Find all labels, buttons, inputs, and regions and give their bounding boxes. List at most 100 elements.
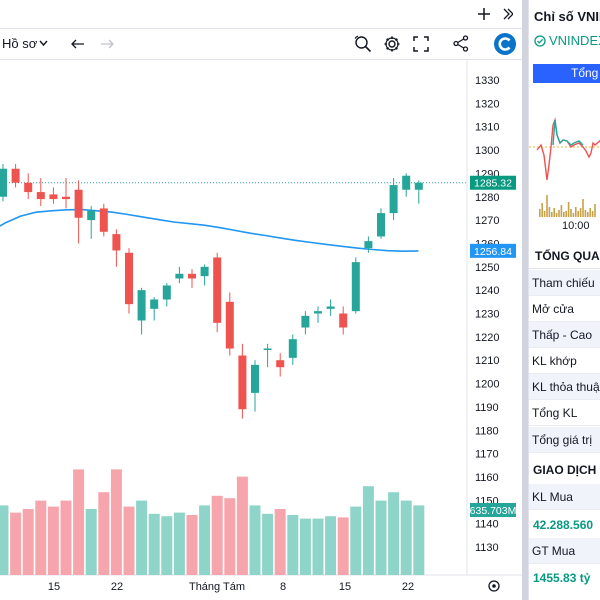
volume-bar — [262, 513, 274, 575]
candle-body[interactable] — [200, 266, 209, 277]
candle-body[interactable] — [402, 175, 411, 190]
volume-bar — [85, 509, 97, 575]
candle-body[interactable] — [326, 306, 335, 309]
candle-body[interactable] — [49, 194, 58, 200]
candle-body[interactable] — [238, 355, 247, 410]
gear-icon[interactable] — [383, 35, 401, 53]
candle-body[interactable] — [0, 168, 7, 197]
volume-bar — [148, 513, 160, 575]
chevron-right-icon[interactable] — [503, 8, 513, 20]
candle-body[interactable] — [225, 301, 234, 349]
zoom-icon[interactable] — [354, 35, 372, 53]
axis-settings-icon[interactable] — [488, 580, 500, 592]
candle-body[interactable] — [251, 364, 259, 393]
overview-row-label: Mở cửa — [529, 296, 600, 322]
index-selector[interactable]: VNINDEX — [534, 33, 600, 48]
candle-body[interactable] — [74, 189, 83, 218]
volume-bar — [287, 515, 299, 575]
candle-body[interactable] — [125, 252, 133, 305]
x-tick-label: 15 — [339, 581, 351, 593]
volume-bar — [136, 500, 148, 575]
candle-body[interactable] — [288, 339, 297, 358]
mini-volume-bar — [553, 208, 555, 217]
candle-body[interactable] — [99, 208, 108, 232]
profile-menu-label: Hồ sơ — [2, 36, 38, 51]
intraday-line-up — [552, 119, 584, 146]
mini-volume-bar — [582, 199, 584, 217]
mini-volume-bar — [572, 213, 575, 217]
x-tick-label: 22 — [111, 581, 123, 593]
candle-body[interactable] — [301, 315, 310, 328]
candle-body[interactable] — [389, 185, 398, 214]
y-tick-label: 1200 — [475, 379, 499, 391]
brand-logo[interactable] — [494, 33, 516, 55]
y-tick-label: 1170 — [475, 449, 499, 461]
mini-volume-bar — [594, 204, 596, 217]
candle-body[interactable] — [213, 257, 222, 323]
candle-body[interactable] — [263, 348, 272, 351]
ma-value-tag-bg — [470, 243, 516, 258]
check-circle-icon — [534, 34, 546, 47]
mini-volume-bar — [577, 211, 579, 217]
candle-body[interactable] — [351, 262, 360, 312]
candle-body[interactable] — [112, 234, 121, 251]
mini-volume-bar — [563, 212, 565, 217]
candle-body[interactable] — [36, 192, 45, 200]
volume-bar — [274, 509, 286, 575]
candle-body[interactable] — [364, 241, 373, 249]
mini-time-label: 10:00 — [562, 220, 590, 230]
volume-bar — [22, 509, 34, 575]
mini-volume-bar — [546, 195, 548, 217]
y-tick-label: 1140 — [475, 519, 499, 531]
overview-row-label: Tổng KL — [529, 400, 600, 426]
candle-body[interactable] — [62, 196, 70, 200]
y-tick-label: 1130 — [475, 542, 499, 554]
y-tick-label: 1320 — [475, 98, 499, 110]
axis-settings-icon-center — [492, 584, 496, 588]
panel-divider[interactable] — [522, 0, 528, 600]
candle-body[interactable] — [24, 182, 33, 193]
tab-total[interactable]: Tổng — [533, 64, 600, 83]
candle-body[interactable] — [414, 182, 423, 190]
overview-row-label: Thấp - Cao — [529, 322, 600, 348]
price-chart[interactable]: 1330132013101300129012801270126012501240… — [0, 60, 522, 600]
candle-body[interactable] — [87, 210, 96, 221]
candle-body[interactable] — [339, 313, 348, 328]
candle-body[interactable] — [314, 311, 322, 314]
fullscreen-icon[interactable] — [413, 36, 429, 52]
undo-icon[interactable] — [71, 38, 85, 50]
candle-body[interactable] — [377, 213, 385, 237]
gt-mua-label: GT Mua — [529, 538, 600, 564]
volume-bar — [400, 500, 412, 575]
overview-row-label: Tổng giá trị — [529, 427, 600, 453]
intraday-mini-chart: 10:00 — [529, 117, 600, 230]
volume-bar — [47, 506, 59, 575]
candle-body[interactable] — [150, 299, 159, 309]
last-price-tag: 1285.32 — [474, 178, 512, 190]
index-info-panel: Chỉ số VNINDEX VNINDEX Tổng 10:00 TỔNG Q… — [528, 0, 600, 600]
x-tick-label: 22 — [402, 581, 414, 593]
candle-body[interactable] — [162, 285, 171, 300]
mini-volume-bar — [587, 212, 589, 217]
y-tick-label: 1270 — [475, 215, 499, 227]
candle-body[interactable] — [11, 168, 20, 183]
candle-body[interactable] — [276, 360, 285, 368]
mini-volume-bar — [558, 210, 560, 217]
candle-body[interactable] — [175, 273, 184, 279]
last-price-tag-bg — [470, 175, 516, 190]
volume-bar — [325, 516, 337, 575]
volume-bar — [312, 518, 324, 575]
volume-bar — [186, 515, 198, 575]
mini-volume-bar — [575, 207, 577, 217]
chevron-down-icon[interactable] — [39, 40, 48, 47]
mini-volume-bar — [589, 208, 591, 217]
plus-icon[interactable] — [478, 8, 490, 20]
volume-bar — [337, 517, 349, 575]
volume-bar — [224, 498, 236, 575]
y-tick-label: 1210 — [475, 355, 499, 367]
redo-icon[interactable] — [100, 38, 114, 50]
candle-body[interactable] — [137, 290, 146, 321]
share-icon[interactable] — [453, 35, 469, 52]
candle-body[interactable] — [188, 273, 196, 279]
profile-menu[interactable]: Hồ sơ — [2, 29, 37, 59]
